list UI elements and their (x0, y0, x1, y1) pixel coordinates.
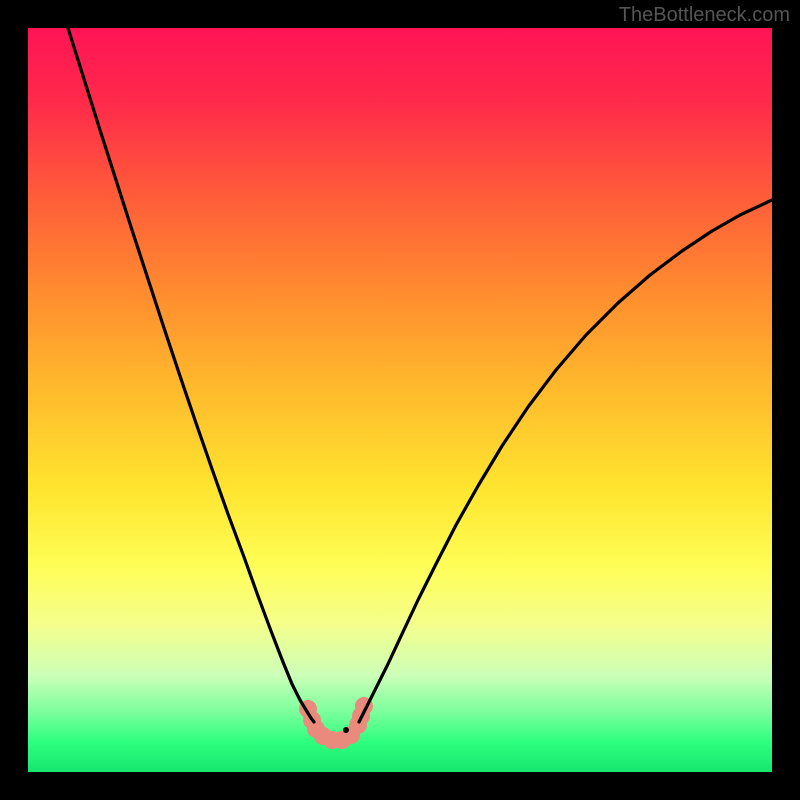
curves-layer (28, 28, 772, 772)
valley-dot (343, 727, 349, 733)
curve-left (68, 28, 314, 722)
plot-area (28, 28, 772, 772)
marker-cluster (299, 697, 373, 749)
watermark: TheBottleneck.com (619, 4, 790, 27)
curve-right (359, 200, 772, 722)
